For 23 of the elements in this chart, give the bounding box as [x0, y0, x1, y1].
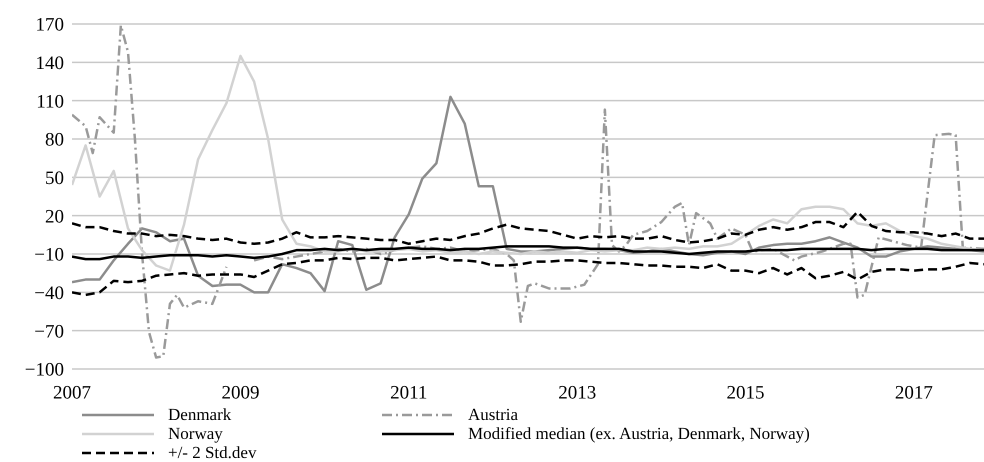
- y-tick-label: 50: [45, 168, 64, 190]
- legend-label: Austria: [468, 405, 518, 424]
- line-series: [72, 255, 984, 296]
- y-tick-label: 80: [45, 130, 64, 151]
- y-tick-label: 20: [45, 206, 64, 228]
- x-tick-label: 2013: [558, 382, 596, 404]
- y-tick-label: −10: [34, 244, 64, 266]
- legend-label: +/- 2 Std.dev: [168, 443, 256, 462]
- x-tick-label: 2009: [221, 382, 260, 404]
- x-tick-label: 2011: [390, 382, 428, 404]
- y-tick-label: −40: [34, 283, 64, 304]
- y-tick-label: 140: [36, 53, 64, 74]
- x-tick-label: 2007: [53, 382, 91, 404]
- y-tick-label: −70: [34, 321, 64, 342]
- x-tick-label: 2017: [894, 382, 933, 404]
- legend-label: Modified median (ex. Austria, Denmark, Norway): [468, 424, 810, 443]
- y-tick-label: −100: [24, 360, 64, 381]
- x-tick-label: 2015: [726, 382, 764, 404]
- line-series: [72, 54, 984, 272]
- y-tick-label: 110: [36, 91, 64, 112]
- y-tick-label: 170: [36, 14, 64, 36]
- legend-label: Denmark: [168, 405, 232, 424]
- legend-label: Norway: [168, 424, 223, 443]
